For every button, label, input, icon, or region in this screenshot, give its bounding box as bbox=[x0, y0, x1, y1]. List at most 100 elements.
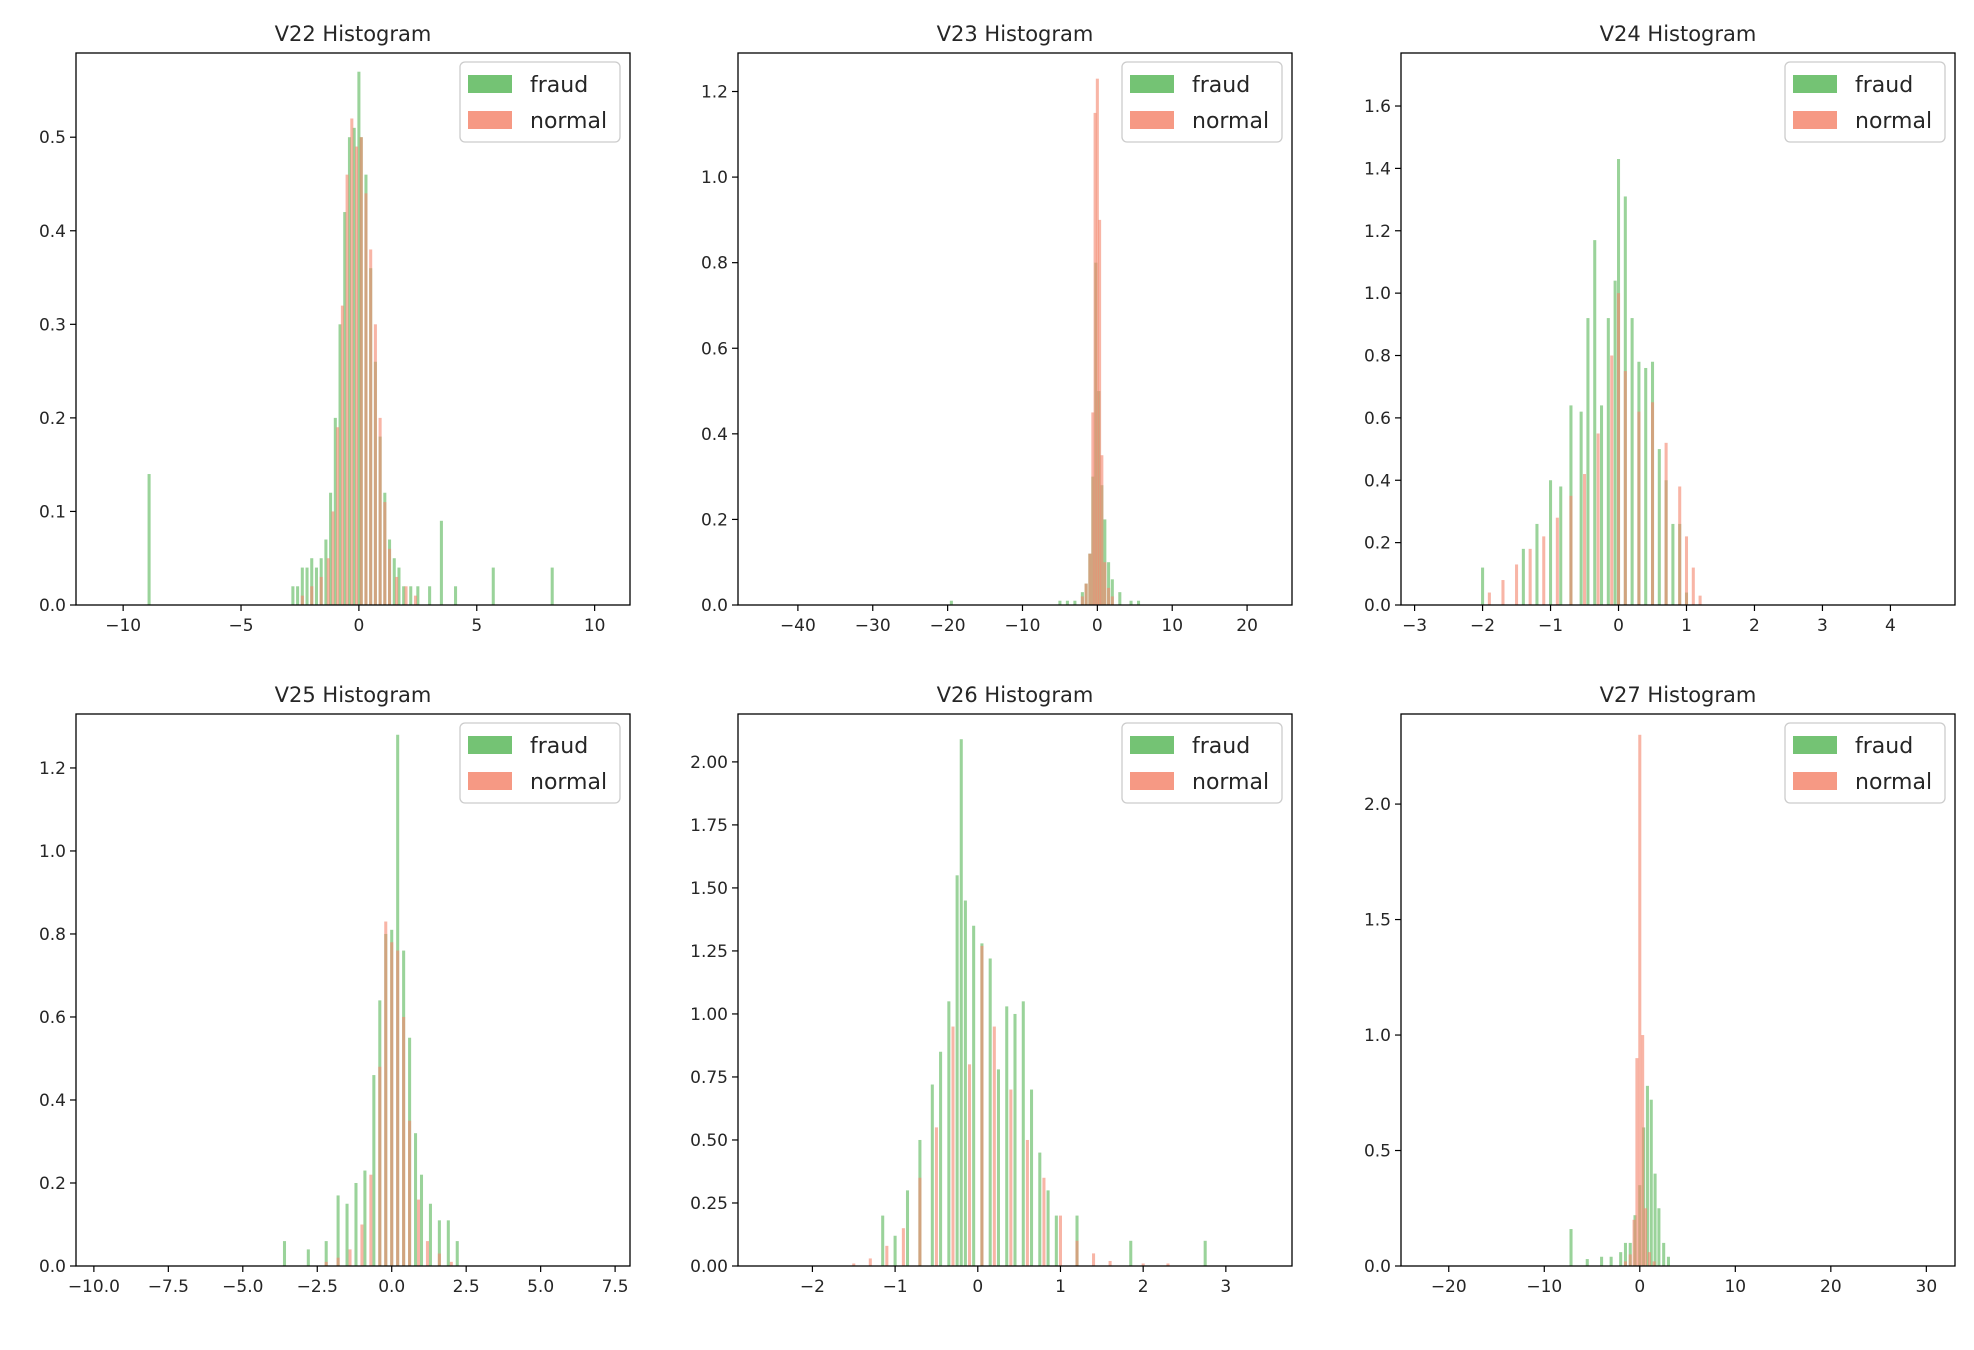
legend-label-normal: normal bbox=[1855, 109, 1932, 134]
x-tick-label: −2 bbox=[800, 1277, 825, 1297]
bar-normal bbox=[1623, 1261, 1627, 1266]
bar-fraud bbox=[354, 1182, 358, 1266]
bar-fraud bbox=[1110, 579, 1114, 605]
x-tick-label: −1 bbox=[1538, 616, 1563, 636]
bar-fraud bbox=[1103, 519, 1107, 605]
x-tick-label: −30 bbox=[855, 616, 891, 636]
x-tick-label: 20 bbox=[1820, 1277, 1842, 1297]
x-tick-label: 0.0 bbox=[378, 1277, 405, 1297]
legend-swatch-fraud bbox=[468, 75, 512, 93]
y-tick-label: 0.2 bbox=[39, 409, 66, 429]
legend-label-normal: normal bbox=[530, 770, 607, 795]
bar-normal bbox=[1617, 293, 1621, 605]
bar-fraud bbox=[306, 1249, 310, 1266]
y-tick-label: 0.75 bbox=[690, 1068, 728, 1088]
x-tick-label: −10.0 bbox=[68, 1277, 120, 1297]
legend-label-normal: normal bbox=[1192, 109, 1269, 134]
bar-fraud bbox=[324, 539, 328, 605]
y-tick-label: 0.00 bbox=[690, 1257, 728, 1277]
bar-normal bbox=[417, 1199, 421, 1266]
legend-label-fraud: fraud bbox=[1855, 73, 1913, 98]
plot-area bbox=[738, 53, 1292, 605]
axes-frame bbox=[75, 713, 631, 1267]
bar-fraud bbox=[1021, 1001, 1025, 1266]
y-tick-label: 1.75 bbox=[690, 816, 728, 836]
x-tick-label: −7.5 bbox=[148, 1277, 189, 1297]
x-tick-label: 10 bbox=[584, 616, 606, 636]
bar-fraud bbox=[324, 1241, 328, 1266]
bar-fraud bbox=[1609, 1256, 1613, 1266]
bar-normal bbox=[310, 586, 314, 605]
bar-normal bbox=[388, 548, 392, 605]
y-tick-label: 1.2 bbox=[1364, 222, 1391, 242]
y-tick-label: 0.0 bbox=[1364, 596, 1391, 616]
bar-normal bbox=[300, 595, 304, 605]
y-tick-label: 0.0 bbox=[1364, 1257, 1391, 1277]
y-tick-label: 0.6 bbox=[701, 339, 728, 359]
x-tick-label: 2 bbox=[1138, 1277, 1149, 1297]
bar-fraud bbox=[1129, 600, 1133, 605]
bar-fraud bbox=[1649, 1099, 1653, 1266]
bar-normal bbox=[1080, 596, 1084, 605]
y-tick-label: 0.1 bbox=[39, 502, 66, 522]
bar-normal bbox=[934, 1127, 938, 1266]
bar-normal bbox=[1515, 564, 1519, 605]
bar-fraud bbox=[1481, 567, 1485, 605]
x-tick-label: 7.5 bbox=[602, 1277, 629, 1297]
bar-fraud bbox=[1073, 600, 1077, 605]
legend-label-fraud: fraud bbox=[530, 73, 588, 98]
legend-label-fraud: fraud bbox=[1192, 734, 1250, 759]
chart-panel: −2 −1 0 1 2 3 0.00 0.25 0.50 0.75 1.00 1.25 1.50 1.75… bbox=[690, 683, 1293, 1297]
x-tick-label: 20 bbox=[1236, 616, 1258, 636]
bar-fraud bbox=[1662, 1242, 1666, 1266]
bar-fraud bbox=[1549, 480, 1553, 605]
bar-fraud bbox=[905, 1190, 910, 1266]
bar-fraud bbox=[300, 567, 304, 605]
bar-fraud bbox=[947, 1001, 951, 1266]
bar-fraud bbox=[409, 586, 413, 605]
bar-normal bbox=[1635, 1058, 1639, 1266]
bar-normal bbox=[1678, 486, 1682, 605]
bar-normal bbox=[1664, 442, 1668, 605]
bar-fraud bbox=[972, 925, 976, 1266]
y-tick-label: 1.4 bbox=[1364, 159, 1391, 179]
y-tick-label: 0.4 bbox=[701, 425, 728, 445]
y-tick-label: 0.2 bbox=[701, 510, 728, 530]
bar-normal bbox=[1555, 517, 1559, 605]
bar-fraud bbox=[1118, 592, 1122, 605]
y-tick-label: 0.8 bbox=[39, 925, 66, 945]
bar-fraud bbox=[402, 586, 406, 605]
bar-normal bbox=[378, 417, 382, 605]
bar-fraud bbox=[347, 137, 351, 605]
bar-normal bbox=[383, 502, 387, 605]
bar-fraud bbox=[314, 567, 318, 605]
bar-normal bbox=[1501, 580, 1505, 605]
bar-normal bbox=[968, 1064, 972, 1266]
x-tick-label: −10 bbox=[105, 616, 141, 636]
bar-normal bbox=[1093, 112, 1097, 605]
bar-fraud bbox=[1630, 318, 1634, 605]
bar-fraud bbox=[329, 492, 333, 605]
bar-fraud bbox=[439, 520, 443, 605]
chart-title: V27 Histogram bbox=[1600, 683, 1757, 707]
x-tick-label: 2.5 bbox=[453, 1277, 480, 1297]
bar-fraud bbox=[939, 1051, 943, 1266]
y-tick-label: 1.6 bbox=[1364, 97, 1391, 117]
bar-fraud bbox=[1600, 405, 1604, 605]
bar-fraud bbox=[357, 71, 361, 605]
bar-normal bbox=[336, 427, 340, 605]
y-tick-label: 0.50 bbox=[690, 1131, 728, 1151]
legend-label-fraud: fraud bbox=[1855, 734, 1913, 759]
bar-fraud bbox=[949, 600, 953, 605]
x-tick-label: 3 bbox=[1220, 1277, 1231, 1297]
bar-fraud bbox=[414, 1133, 418, 1266]
chart-panel: −40 −30 −20 −10 0 10 20 0.0 0.2 0.4 0.6 0.8 1.0 1.2 V2… bbox=[701, 22, 1293, 636]
bar-fraud bbox=[1107, 562, 1111, 605]
bar-fraud bbox=[1645, 1085, 1649, 1266]
bar-fraud bbox=[1585, 1259, 1589, 1266]
x-tick-label: 0 bbox=[1613, 616, 1624, 636]
legend-label-normal: normal bbox=[530, 109, 607, 134]
y-tick-label: 1.50 bbox=[690, 879, 728, 899]
bar-normal bbox=[1650, 402, 1655, 605]
x-tick-label: 0 bbox=[353, 616, 364, 636]
